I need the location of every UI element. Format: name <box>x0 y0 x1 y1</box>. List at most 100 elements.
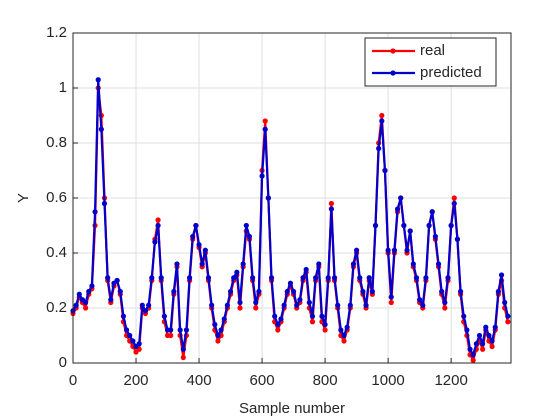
series-marker <box>467 346 473 352</box>
series-marker <box>369 288 375 295</box>
series-marker <box>215 332 221 339</box>
series-marker <box>278 316 284 322</box>
series-marker <box>123 327 130 333</box>
series-marker <box>498 272 505 278</box>
series-marker <box>253 305 259 311</box>
series-marker <box>218 327 224 333</box>
series-marker <box>335 302 341 308</box>
series-marker <box>272 313 278 319</box>
series-marker <box>454 236 461 242</box>
series-marker <box>300 275 306 281</box>
y-tick-label: 1 <box>59 79 67 96</box>
series-marker <box>347 302 353 308</box>
series-marker <box>287 280 294 286</box>
series-marker <box>253 299 259 306</box>
series-marker <box>196 242 202 248</box>
x-tick-label: 800 <box>313 372 338 389</box>
series-marker <box>388 299 394 306</box>
series-marker <box>183 327 190 333</box>
series-marker <box>202 247 208 253</box>
series-marker <box>89 283 95 289</box>
series-marker <box>331 275 338 281</box>
series-marker <box>297 297 303 303</box>
series-marker <box>231 275 237 281</box>
y-tick-label: 0.4 <box>46 244 67 261</box>
x-tick-label: 0 <box>69 372 77 389</box>
series-marker <box>117 288 123 295</box>
series-marker <box>435 261 442 267</box>
series-marker <box>451 195 457 201</box>
series-marker <box>476 332 483 339</box>
series-marker <box>101 200 108 207</box>
series-marker <box>480 346 486 352</box>
series-marker <box>309 313 316 319</box>
series-marker <box>76 291 82 297</box>
series-marker <box>161 313 167 319</box>
series-marker <box>325 275 331 281</box>
series-marker <box>158 275 164 281</box>
series-marker <box>256 288 262 295</box>
series-marker <box>95 77 101 83</box>
series-marker <box>328 206 334 212</box>
series-marker <box>224 302 231 308</box>
series-marker <box>357 275 363 281</box>
series-marker <box>262 126 268 132</box>
legend-marker <box>390 48 396 54</box>
series-marker <box>155 217 161 223</box>
series-marker <box>177 327 183 333</box>
series-marker <box>360 288 366 295</box>
series-marker <box>149 275 155 281</box>
plot-frame <box>72 32 512 364</box>
series-marker <box>130 338 136 344</box>
y-tick-label: 0.8 <box>46 134 67 151</box>
series-marker <box>341 332 347 339</box>
series-marker <box>275 327 281 333</box>
series-marker <box>142 308 149 314</box>
series-marker <box>401 222 407 229</box>
series-marker <box>480 341 486 347</box>
series-marker <box>108 297 114 303</box>
y-tick-label: 1.2 <box>46 24 67 41</box>
series-marker <box>186 275 193 281</box>
series-marker <box>319 313 325 319</box>
series-marker <box>281 302 287 308</box>
series-marker <box>120 313 127 319</box>
series-marker <box>407 228 413 234</box>
series-marker <box>379 112 385 119</box>
series-marker <box>73 302 79 308</box>
series-marker <box>376 145 382 152</box>
series-marker <box>353 247 360 253</box>
series-marker <box>193 222 199 229</box>
x-axis-label: Sample number <box>239 400 345 417</box>
series-marker <box>322 327 328 333</box>
y-axis-label: Y <box>15 193 32 203</box>
x-tick-label: 400 <box>187 372 212 389</box>
series-marker <box>489 338 495 344</box>
series-marker <box>98 126 104 132</box>
series-marker <box>209 302 215 308</box>
series-marker <box>483 324 489 330</box>
series-marker <box>268 275 275 281</box>
series-marker <box>105 275 111 281</box>
series-marker <box>155 222 161 229</box>
y-tick-label: 0.2 <box>46 299 67 316</box>
series-marker <box>284 288 290 295</box>
series-marker <box>152 239 158 245</box>
series-marker <box>385 247 391 253</box>
series-marker <box>404 247 410 253</box>
series-marker <box>114 277 120 284</box>
series-marker <box>234 269 240 275</box>
series-marker <box>290 288 297 295</box>
series-marker <box>439 288 445 295</box>
series-marker <box>136 341 142 347</box>
series-marker <box>470 357 476 363</box>
series-marker <box>303 266 309 273</box>
series-marker <box>363 302 369 308</box>
series-marker <box>146 302 152 308</box>
series-marker <box>417 297 423 303</box>
series-marker <box>470 352 476 358</box>
series-marker <box>338 327 344 333</box>
series-marker <box>502 299 508 306</box>
series-marker <box>461 313 467 319</box>
series-marker <box>486 332 492 339</box>
